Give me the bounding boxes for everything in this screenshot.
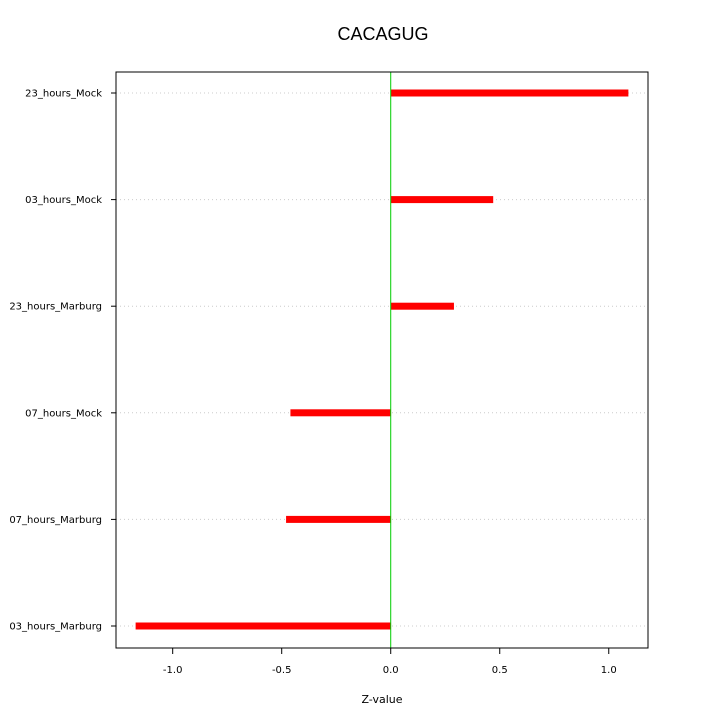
bar-03_hours_Marburg bbox=[135, 622, 391, 630]
x-tick-label: 1.0 bbox=[601, 665, 617, 676]
y-tick-label: 03_hours_Mock bbox=[25, 195, 102, 206]
chart-title: CACAGUG bbox=[337, 24, 428, 44]
bar-07_hours_Mock bbox=[290, 409, 391, 417]
x-axis: -1.0 -0.5 0.0 0.5 1.0 bbox=[163, 648, 617, 676]
x-axis-label: Z-value bbox=[361, 693, 402, 706]
plot-frame bbox=[115, 71, 649, 649]
bar-23_hours_Marburg bbox=[390, 302, 454, 310]
y-axis: 23_hours_Mock 03_hours_Mock 23_hours_Marbu… bbox=[9, 89, 116, 633]
x-tick-label: 0.0 bbox=[383, 665, 399, 676]
y-tick-label: 07_hours_Mock bbox=[25, 408, 102, 419]
bar-07_hours_Marburg bbox=[286, 515, 391, 523]
bars bbox=[135, 89, 629, 630]
bar-23_hours_Mock bbox=[390, 89, 629, 97]
y-tick-label: 23_hours_Marburg bbox=[9, 302, 102, 313]
bar-03_hours_Mock bbox=[390, 196, 494, 204]
y-tick-label: 23_hours_Mock bbox=[25, 89, 102, 100]
x-tick-label: -1.0 bbox=[163, 665, 183, 676]
x-tick-label: 0.5 bbox=[492, 665, 508, 676]
x-tick-label: -0.5 bbox=[272, 665, 292, 676]
grid-lines bbox=[116, 92, 648, 627]
y-tick-label: 03_hours_Marburg bbox=[9, 622, 102, 633]
y-tick-label: 07_hours_Marburg bbox=[9, 515, 102, 526]
